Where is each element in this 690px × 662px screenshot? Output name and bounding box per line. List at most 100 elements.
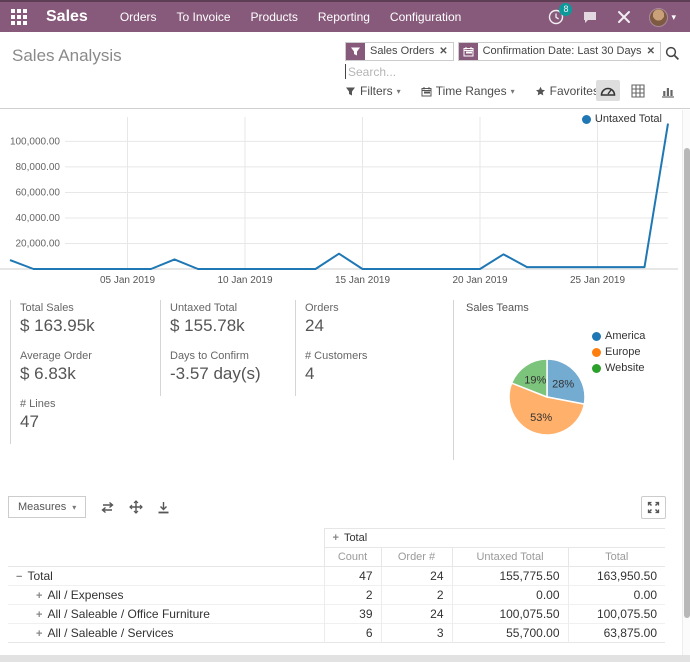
svg-text:20 Jan 2019: 20 Jan 2019	[452, 275, 507, 286]
search-input[interactable]	[345, 64, 565, 79]
pivot-cell[interactable]: 6	[323, 623, 381, 643]
line-chart-svg[interactable]: 20,000.00 40,000.00 60,000.00 80,000.00 100,…	[0, 109, 690, 289]
pivot-column-header-untaxed-total[interactable]: Untaxed Total	[451, 547, 568, 567]
messages-icon[interactable]	[581, 8, 599, 26]
legend-label: Europe	[605, 346, 641, 358]
legend-dot	[592, 347, 601, 357]
kpi-card-days-to-confirm[interactable]: Days to Confirm -3.57 day(s)	[160, 348, 295, 396]
activity-clock-icon[interactable]: 8	[547, 3, 573, 26]
kpi-title: # Lines	[20, 398, 56, 410]
support-tools-icon[interactable]	[615, 8, 633, 26]
nav-item-to-invoice[interactable]: To Invoice	[176, 10, 231, 24]
kpi-card-total-sales[interactable]: Total Sales $ 163.95k	[10, 300, 160, 348]
svg-text:10 Jan 2019: 10 Jan 2019	[217, 275, 272, 286]
pivot-cell[interactable]: 39	[323, 604, 381, 624]
pivot-cell[interactable]: 163,950.50	[567, 566, 665, 586]
pie-slice-website[interactable]	[510, 358, 548, 399]
pivot-row-label[interactable]: + All / Saleable / Services	[8, 624, 324, 643]
pie-legend-item-europe[interactable]: Europe	[592, 346, 645, 358]
kpi-card-customers[interactable]: # Customers 4	[295, 348, 445, 396]
search-facet-confirmation-date-last-3: Confirmation Date: Last 30 Days ✕	[457, 42, 661, 61]
user-menu[interactable]: ▾	[649, 7, 676, 27]
nav-item-configuration[interactable]: Configuration	[389, 10, 462, 24]
pivot-cell[interactable]: 2	[380, 585, 452, 605]
pivot-cell[interactable]: 100,075.50	[567, 604, 665, 624]
kpi-card-orders[interactable]: Orders 24	[295, 300, 445, 348]
pivot-cell[interactable]: 0.00	[451, 585, 568, 605]
pivot-row-label[interactable]: + All / Saleable / Office Furniture	[8, 605, 324, 624]
flip-axis-icon[interactable]	[100, 501, 115, 514]
facet-remove-icon[interactable]: ✕	[646, 46, 655, 57]
chart-legend[interactable]: Untaxed Total	[581, 113, 662, 125]
pivot-cell[interactable]: 47	[323, 566, 381, 586]
expand-icon[interactable]: +	[36, 628, 43, 640]
pivot-row-all-expenses: + All / Expenses 2 2 0.00 0.00	[8, 585, 665, 605]
top-nav: Sales Orders To Invoice Products Reporting C…	[0, 0, 690, 32]
legend-dot	[592, 363, 601, 373]
pivot-toolbar: Measures ▾	[8, 496, 170, 518]
apps-menu-icon[interactable]	[4, 1, 34, 33]
pivot-column-header-total[interactable]: Total	[567, 547, 665, 567]
control-panel: Sales Analysis Sales Orders ✕ Confirmation…	[0, 34, 690, 108]
kpi-title: # Customers	[305, 350, 368, 362]
horizontal-scrollbar-track[interactable]	[0, 655, 690, 662]
svg-text:28%: 28%	[552, 379, 574, 391]
pivot-row-label[interactable]: − Total	[8, 567, 324, 586]
filter-buttons: Filters▾Time Ranges▾Favorites▾	[345, 84, 607, 98]
svg-text:19%: 19%	[524, 375, 546, 387]
collapse-icon[interactable]: −	[16, 571, 23, 583]
pivot-cell[interactable]: 100,075.50	[451, 604, 568, 624]
kpi-value: 47	[20, 412, 39, 431]
expand-all-icon[interactable]	[129, 500, 144, 514]
pivot-row-label[interactable]: + All / Expenses	[8, 586, 324, 605]
time-ranges-button[interactable]: Time Ranges ▾	[421, 84, 515, 98]
kpi-card-lines[interactable]: # Lines 47	[10, 396, 160, 444]
kpi-title: Orders	[305, 302, 339, 314]
kpi-card-untaxed-total[interactable]: Untaxed Total $ 155.78k	[160, 300, 295, 348]
filters-button[interactable]: Filters ▾	[345, 84, 401, 98]
pie-slice-europe[interactable]	[508, 382, 586, 436]
pie-legend-item-america[interactable]: America	[592, 330, 645, 342]
button-label: Filters	[360, 84, 393, 98]
measures-button[interactable]: Measures ▾	[8, 496, 87, 518]
kpi-card-average-order[interactable]: Average Order $ 6.83k	[10, 348, 160, 396]
pivot-cell[interactable]: 55,700.00	[451, 623, 568, 643]
pivot-cell[interactable]: 3	[380, 623, 452, 643]
nav-menu: Orders To Invoice Products Reporting Configu…	[110, 1, 472, 33]
view-pivot-button[interactable]	[626, 80, 650, 101]
expand-icon[interactable]: +	[36, 609, 43, 621]
pivot-cell[interactable]: 0.00	[567, 585, 665, 605]
fullscreen-button[interactable]	[641, 496, 666, 519]
kpi-section: Total Sales $ 163.95k Untaxed Total $ 155.7…	[0, 292, 690, 490]
pivot-cell[interactable]: 24	[380, 566, 452, 586]
pivot-cell[interactable]: 63,875.00	[567, 623, 665, 643]
search-icon[interactable]	[665, 46, 680, 66]
view-graph-button[interactable]	[656, 80, 680, 101]
pivot-cell[interactable]: 2	[323, 585, 381, 605]
pie-chart-svg[interactable]: 28% 53% 19%	[482, 330, 612, 460]
pivot-section: Measures ▾ + Total Count Order # Untaxed Tot…	[0, 492, 690, 652]
legend-dot	[592, 331, 601, 341]
pie-legend-item-website[interactable]: Website	[592, 362, 645, 374]
download-icon[interactable]	[157, 501, 170, 514]
search-facets: Sales Orders ✕ Confirmation Date: Last 30 …	[345, 42, 661, 61]
vertical-scrollbar[interactable]	[682, 110, 690, 655]
pivot-column-header-order[interactable]: Order #	[380, 547, 452, 567]
nav-item-products[interactable]: Products	[250, 10, 298, 24]
app-brand[interactable]: Sales	[46, 8, 88, 25]
nav-item-orders[interactable]: Orders	[119, 10, 157, 24]
view-dashboard-button[interactable]	[596, 80, 620, 101]
expand-icon[interactable]: +	[36, 590, 43, 602]
nav-item-reporting[interactable]: Reporting	[317, 10, 370, 24]
calendar-icon	[458, 43, 478, 60]
chevron-down-icon: ▾	[510, 86, 515, 96]
pie-slice-america[interactable]	[546, 358, 586, 405]
kpi-title: Days to Confirm	[170, 350, 249, 362]
star-icon	[535, 86, 545, 95]
pivot-cell[interactable]: 24	[380, 604, 452, 624]
pivot-col-group-header[interactable]: + Total	[323, 528, 665, 548]
facet-remove-icon[interactable]: ✕	[439, 46, 448, 57]
pivot-column-header-count[interactable]: Count	[323, 547, 381, 567]
pivot-cell[interactable]: 155,775.50	[451, 566, 568, 586]
scrollbar-thumb[interactable]	[684, 148, 690, 618]
